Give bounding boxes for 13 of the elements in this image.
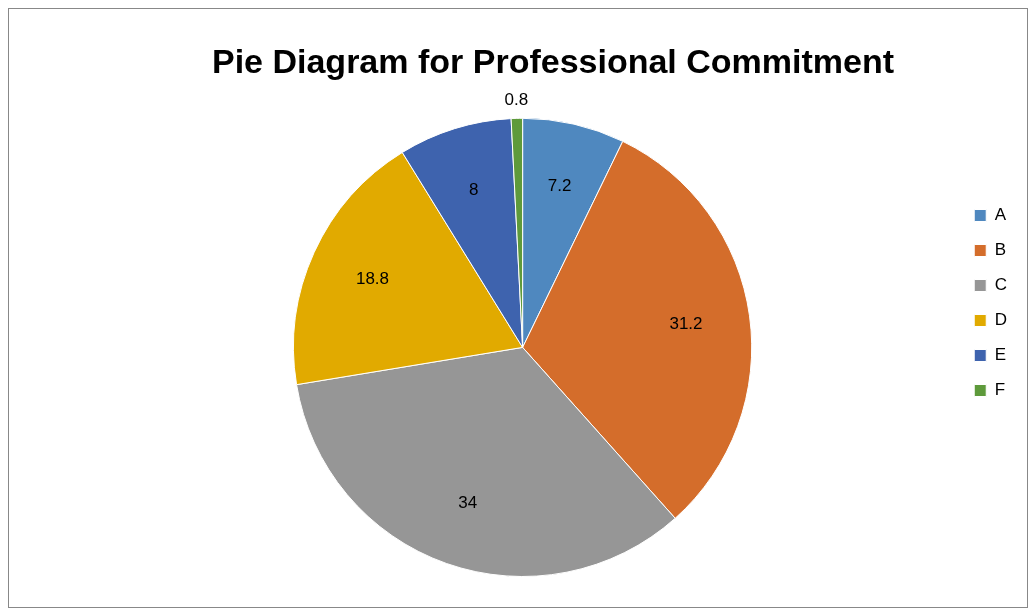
data-label: 8	[468, 179, 479, 199]
data-label: 31.2	[669, 314, 703, 334]
legend-label: C	[994, 275, 1007, 295]
legend-label: D	[994, 310, 1007, 330]
legend-label: F	[994, 380, 1006, 400]
legend-label: A	[994, 205, 1007, 225]
data-label: 18.8	[355, 268, 390, 288]
legend-label: B	[994, 240, 1007, 260]
data-label: 0.8	[504, 90, 529, 110]
legend-label: E	[994, 345, 1007, 365]
data-label: 7.2	[547, 176, 572, 196]
data-label: 34	[458, 492, 478, 512]
chart-title: Pie Diagram for Professional Commitment	[211, 41, 895, 80]
